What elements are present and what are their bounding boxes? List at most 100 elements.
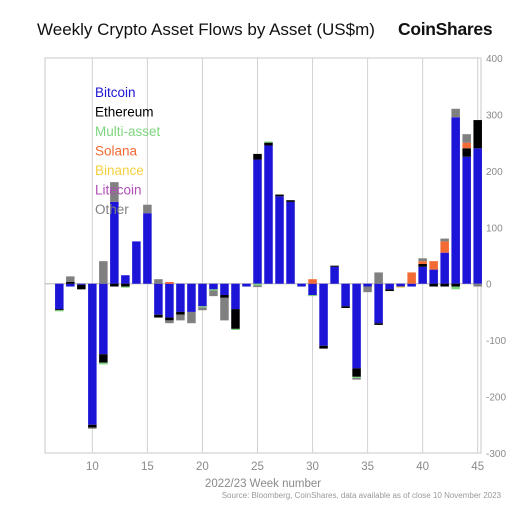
chart-title: Weekly Crypto Asset Flows by Asset (US$m… bbox=[37, 20, 375, 39]
x-tick-label: 30 bbox=[306, 461, 319, 473]
bar-bitcoin-week-22 bbox=[220, 283, 229, 295]
y-tick-label: 0 bbox=[486, 280, 492, 291]
y-tick-label: 100 bbox=[486, 223, 503, 234]
bar-bitcoin-week-21 bbox=[209, 283, 218, 290]
x-tick-label: 40 bbox=[416, 461, 429, 473]
bar-binance-week-38 bbox=[396, 286, 405, 288]
bar-solana-week-30 bbox=[308, 279, 317, 284]
x-tick-label: 20 bbox=[196, 461, 209, 473]
bar-ethereum-week-27 bbox=[275, 194, 284, 197]
bar-bitcoin-week-24 bbox=[242, 283, 251, 287]
bar-other-week-10 bbox=[88, 427, 97, 429]
bar-other-week-15 bbox=[143, 204, 152, 214]
x-tick-label: 25 bbox=[251, 461, 264, 473]
bar-bitcoin-week-26 bbox=[264, 145, 273, 284]
bar-bitcoin-week-39 bbox=[407, 283, 416, 287]
bar-other-week-40 bbox=[418, 258, 427, 262]
bar-bitcoin-week-18 bbox=[176, 283, 185, 312]
bar-other-week-20 bbox=[198, 307, 207, 311]
bar-ethereum-week-17 bbox=[165, 317, 174, 321]
legend-item-ethereum: Ethereum bbox=[95, 105, 154, 120]
bar-other-week-36 bbox=[374, 272, 383, 284]
legend-item-litecoin: Litecoin bbox=[95, 183, 142, 198]
bar-ethereum-week-23 bbox=[231, 309, 240, 329]
bar-other-week-42 bbox=[440, 238, 449, 242]
bar-multi-asset-week-30 bbox=[308, 295, 317, 297]
bar-ethereum-week-43 bbox=[451, 283, 460, 287]
y-tick-label: -200 bbox=[486, 393, 506, 404]
bar-bitcoin-week-14 bbox=[132, 241, 141, 284]
bar-bitcoin-week-40 bbox=[418, 266, 427, 284]
bar-ethereum-week-37 bbox=[385, 289, 394, 292]
bar-bitcoin-week-17 bbox=[165, 283, 174, 318]
y-tick-label: 300 bbox=[486, 110, 503, 121]
bar-ethereum-week-22 bbox=[220, 295, 229, 298]
legend-item-bitcoin: Bitcoin bbox=[95, 85, 136, 100]
bar-ethereum-week-25 bbox=[253, 153, 262, 160]
bar-other-week-17 bbox=[165, 320, 174, 324]
bar-ethereum-week-10 bbox=[88, 424, 97, 428]
bar-bitcoin-week-44 bbox=[462, 156, 471, 284]
bars-layer bbox=[55, 108, 482, 429]
bar-ethereum-week-40 bbox=[418, 263, 427, 267]
bar-ethereum-week-26 bbox=[264, 142, 273, 146]
bar-bitcoin-week-41 bbox=[429, 269, 438, 284]
source-note: Source: Bloomberg, CoinShares, data avai… bbox=[221, 491, 501, 500]
bar-solana-week-42 bbox=[440, 241, 449, 253]
bar-ethereum-week-12 bbox=[110, 283, 119, 287]
bar-bitcoin-week-8 bbox=[66, 283, 75, 287]
y-tick-label: 200 bbox=[486, 167, 503, 178]
bar-ethereum-week-18 bbox=[176, 311, 185, 315]
bar-bitcoin-week-45 bbox=[473, 148, 482, 284]
bar-bitcoin-week-29 bbox=[297, 283, 306, 287]
bar-ethereum-week-33 bbox=[341, 306, 350, 308]
bar-multi-asset-week-20 bbox=[198, 306, 207, 308]
bar-other-week-43 bbox=[451, 108, 460, 118]
bar-bitcoin-week-27 bbox=[275, 196, 284, 284]
bar-solana-week-40 bbox=[418, 261, 427, 264]
bar-other-week-21 bbox=[209, 290, 218, 297]
bar-other-week-35 bbox=[363, 286, 372, 293]
bar-bitcoin-week-36 bbox=[374, 283, 383, 324]
bar-other-week-18 bbox=[176, 314, 185, 321]
bar-ethereum-week-45 bbox=[473, 120, 482, 149]
bar-bitcoin-week-25 bbox=[253, 159, 262, 284]
bar-ethereum-week-34 bbox=[352, 368, 361, 377]
x-axis-label: 2022/23 Week number bbox=[205, 478, 321, 490]
legend-item-solana: Solana bbox=[95, 144, 138, 159]
bar-multi-asset-week-21 bbox=[209, 289, 218, 291]
x-tick-label: 15 bbox=[141, 461, 154, 473]
bar-bitcoin-week-9 bbox=[77, 283, 86, 285]
legend-item-other: Other bbox=[95, 202, 129, 217]
bar-bitcoin-week-7 bbox=[55, 283, 64, 310]
bar-ethereum-week-42 bbox=[440, 283, 449, 287]
legend-item-multi-asset: Multi-asset bbox=[95, 124, 161, 139]
x-tick-label: 35 bbox=[361, 461, 374, 473]
bar-bitcoin-week-42 bbox=[440, 252, 449, 284]
bar-other-week-16 bbox=[154, 279, 163, 284]
bar-multi-asset-week-11 bbox=[99, 362, 108, 365]
x-tick-label: 10 bbox=[86, 461, 99, 473]
bar-bitcoin-week-13 bbox=[121, 275, 130, 284]
legend-item-binance: Binance bbox=[95, 163, 144, 178]
bar-other-week-34 bbox=[352, 377, 361, 380]
bar-ethereum-week-44 bbox=[462, 148, 471, 157]
bar-bitcoin-week-37 bbox=[385, 283, 394, 290]
bar-ethereum-week-28 bbox=[286, 200, 295, 202]
bar-multi-asset-week-7 bbox=[55, 310, 64, 312]
bar-multi-asset-week-25 bbox=[253, 283, 262, 286]
bar-bitcoin-week-19 bbox=[187, 283, 196, 312]
bar-bitcoin-week-23 bbox=[231, 283, 240, 310]
bar-other-week-22 bbox=[220, 297, 229, 321]
bar-solana-week-39 bbox=[407, 272, 416, 284]
bar-ethereum-week-9 bbox=[77, 284, 86, 290]
bar-ethereum-week-11 bbox=[99, 354, 108, 363]
bar-other-week-12 bbox=[110, 182, 119, 202]
y-tick-label: -300 bbox=[486, 449, 506, 460]
bar-bitcoin-week-11 bbox=[99, 283, 108, 355]
bar-ethereum-week-36 bbox=[374, 323, 383, 325]
bar-ethereum-week-8 bbox=[66, 282, 75, 284]
bar-other-week-8 bbox=[66, 276, 75, 283]
bar-ethereum-week-7 bbox=[55, 309, 64, 311]
